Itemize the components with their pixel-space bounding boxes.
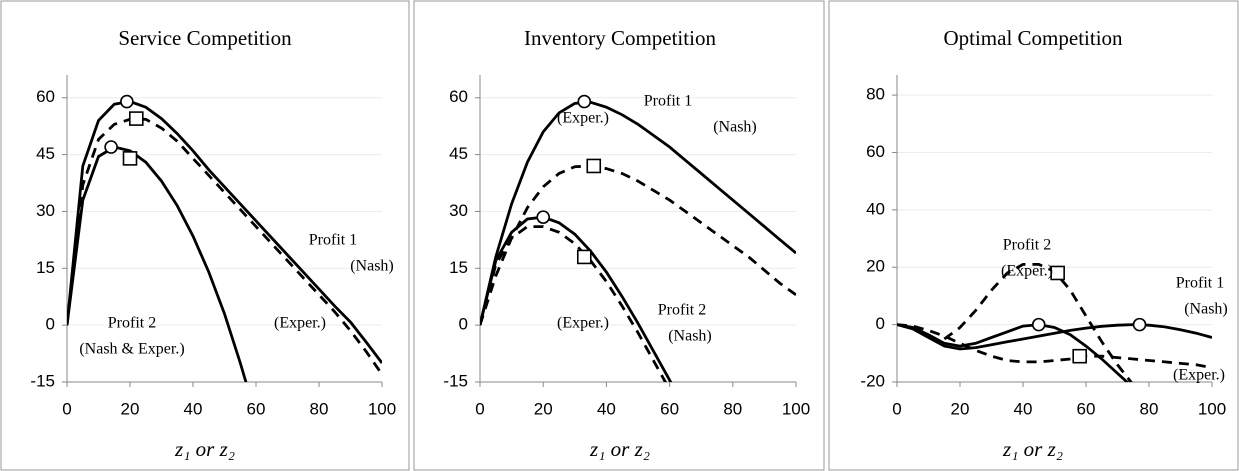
series-line — [897, 323, 1212, 370]
y-tick-label: -15 — [30, 371, 55, 390]
y-tick-label: 0 — [46, 315, 55, 334]
y-tick-label: 60 — [449, 87, 468, 106]
chart-title: Optimal Competition — [943, 26, 1123, 50]
y-tick-label: 15 — [449, 258, 468, 277]
marker-square — [586, 158, 602, 174]
x-axis-label: z₁ or z₂ — [1002, 437, 1063, 461]
y-tick-label: -20 — [860, 371, 885, 390]
marker-circle — [536, 210, 551, 224]
x-tick-label: 40 — [1014, 399, 1033, 418]
y-tick-label: 45 — [449, 144, 468, 163]
x-tick-label: 60 — [247, 399, 266, 418]
panel-border — [0, 0, 410, 471]
x-tick-label: 100 — [1198, 399, 1226, 418]
annotation: (Nash) — [1184, 301, 1228, 318]
series-line — [897, 323, 1130, 382]
annotation: (Nash) — [668, 328, 712, 345]
marker-circle — [577, 94, 592, 109]
marker-circle — [1132, 317, 1147, 332]
y-tick-label: -15 — [443, 371, 468, 390]
x-tick-label: 60 — [1077, 399, 1096, 418]
y-tick-label: 45 — [36, 144, 55, 163]
annotation: (Exper.) — [557, 315, 609, 332]
annotation: Profit 1 — [1176, 275, 1224, 292]
y-tick-label: 60 — [36, 87, 55, 106]
series-line — [480, 100, 796, 326]
x-tick-label: 20 — [121, 399, 140, 418]
x-tick-label: 0 — [62, 399, 71, 418]
panel-border — [828, 0, 1239, 471]
annotation: Profit 2 — [108, 315, 156, 332]
marker-circle — [104, 140, 118, 154]
x-tick-label: 0 — [892, 399, 901, 418]
x-axis-label: z₁ or z₂ — [589, 437, 650, 461]
y-tick-label: 15 — [36, 258, 55, 277]
y-tick-label: 20 — [866, 257, 885, 276]
x-tick-label: 40 — [184, 399, 203, 418]
panel-border — [413, 0, 825, 471]
annotation: Profit 2 — [658, 302, 706, 319]
marker-circle — [1031, 317, 1046, 332]
x-tick-label: 40 — [597, 399, 616, 418]
annotation: Profit 2 — [1003, 237, 1051, 254]
series-line — [897, 323, 1212, 351]
y-tick-label: 60 — [866, 142, 885, 161]
series-line — [480, 215, 673, 382]
annotation: (Nash) — [350, 258, 394, 275]
annotation: (Exper.) — [1173, 367, 1225, 384]
x-tick-label: 60 — [660, 399, 679, 418]
annotation: (Exper.) — [557, 110, 609, 127]
x-tick-label: 80 — [310, 399, 329, 418]
annotation: (Exper.) — [1001, 263, 1053, 280]
x-tick-label: 0 — [475, 399, 484, 418]
y-tick-label: 30 — [449, 201, 468, 220]
y-tick-label: 40 — [866, 199, 885, 218]
x-tick-label: 80 — [723, 399, 742, 418]
marker-square — [129, 111, 144, 126]
annotation: Profit 1 — [309, 232, 357, 249]
x-tick-label: 100 — [782, 399, 810, 418]
y-tick-label: 80 — [866, 85, 885, 104]
annotation: (Nash) — [713, 119, 757, 136]
chart-title: Inventory Competition — [524, 26, 716, 50]
series-line — [480, 164, 796, 326]
chart-title: Service Competition — [118, 26, 292, 50]
y-tick-label: 30 — [36, 201, 55, 220]
x-tick-label: 20 — [951, 399, 970, 418]
x-axis-label: z₁ or z₂ — [174, 437, 235, 461]
series-line — [67, 145, 248, 382]
series-line — [67, 100, 382, 364]
annotation: (Nash & Exper.) — [79, 341, 184, 358]
y-tick-label: 0 — [459, 315, 468, 334]
annotation: Profit 1 — [644, 93, 692, 110]
marker-square — [1050, 265, 1065, 281]
x-tick-label: 100 — [368, 399, 396, 418]
marker-square — [1072, 348, 1087, 364]
x-tick-label: 80 — [1140, 399, 1159, 418]
y-tick-label: 0 — [876, 314, 885, 333]
marker-square — [576, 249, 592, 265]
marker-circle — [120, 94, 134, 109]
annotation: (Exper.) — [274, 315, 326, 332]
marker-square — [122, 151, 138, 166]
series-line — [480, 225, 667, 382]
x-tick-label: 20 — [534, 399, 553, 418]
